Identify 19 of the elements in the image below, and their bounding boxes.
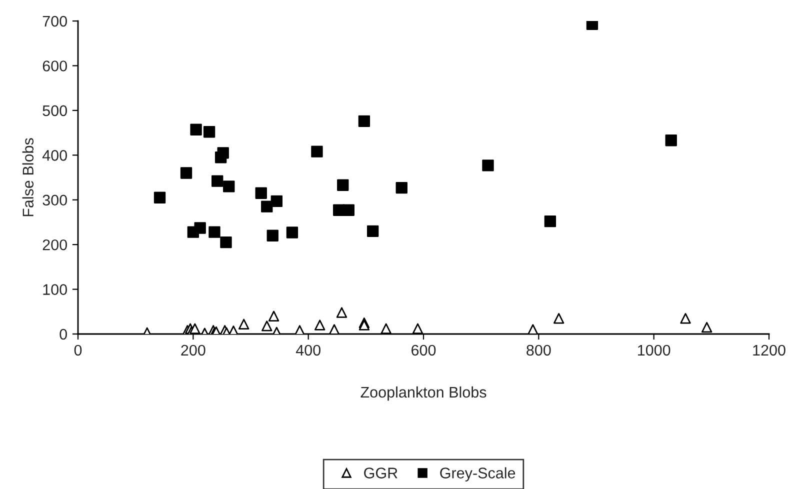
x-tick-label: 1200 [753,344,786,356]
y-tick-label: 300 [42,194,67,206]
y-tick-label: 400 [42,150,67,161]
x-tick-label: 600 [412,344,436,356]
x-tick-label: 1000 [638,344,670,356]
x-tick-label: 800 [526,344,551,356]
y-tick-label: 0 [60,328,67,340]
x-axis-title: Zooplankton Blobs [360,386,486,401]
y-tick-label: 500 [42,105,67,116]
x-tick-label: 400 [296,344,320,356]
x-tick-label: 0 [74,344,82,356]
y-tick-label: 100 [43,284,67,295]
y-axis-title: False Blobs [22,138,34,216]
y-tick-label: 200 [42,239,67,250]
legend-label: Grey-Scale [440,467,516,482]
x-tick-label: 200 [181,344,206,356]
legend-label: GGR [364,468,398,478]
y-tick-label: 600 [42,60,67,72]
y-tick-label: 700 [42,16,67,27]
